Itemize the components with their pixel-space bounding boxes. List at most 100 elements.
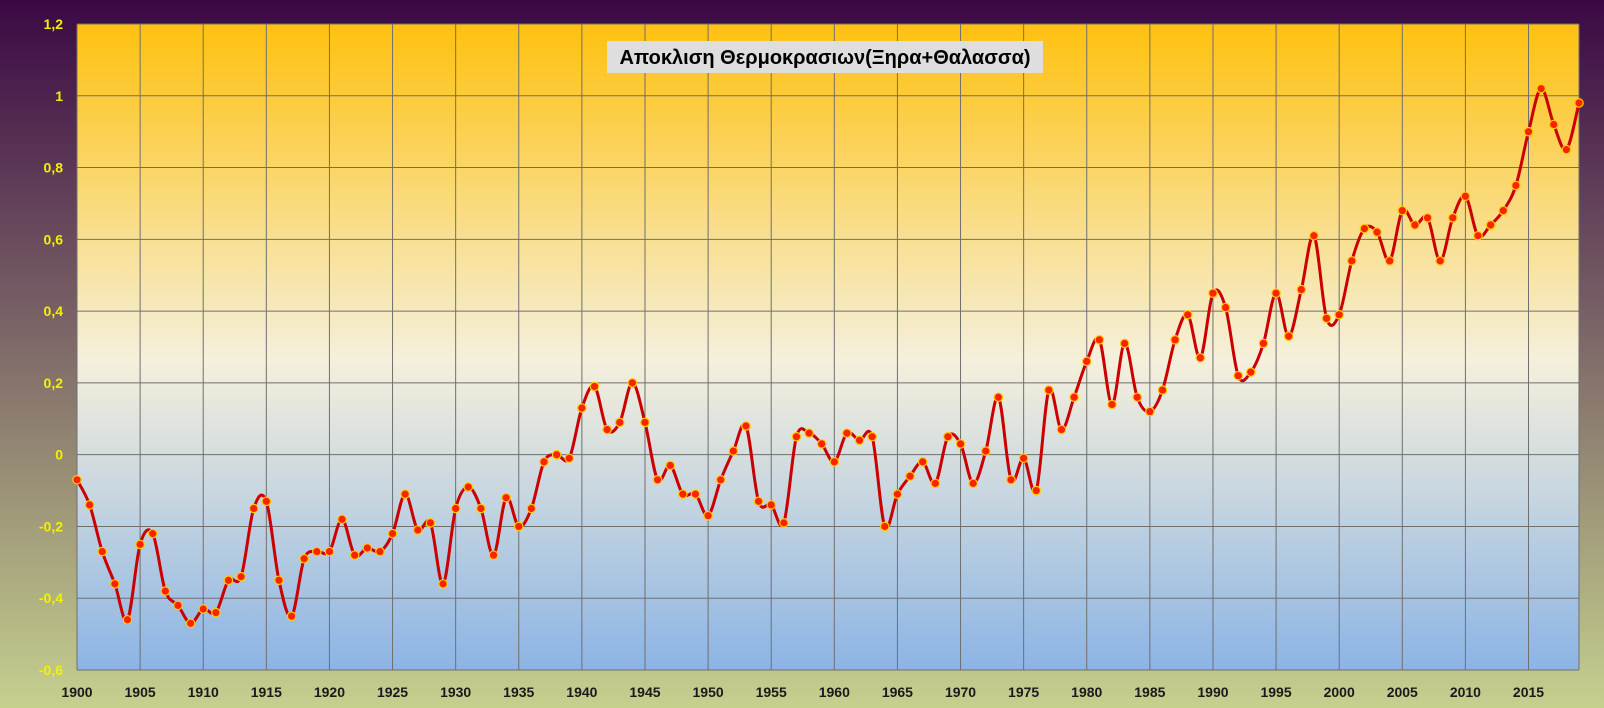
- data-point-1972: [980, 446, 991, 456]
- data-point-1910: [198, 604, 209, 614]
- data-point-2014: [1511, 180, 1521, 191]
- data-point-1980: [1081, 356, 1092, 367]
- data-point-1973: [993, 392, 1004, 403]
- data-point-1921: [337, 514, 347, 525]
- data-point-1902: [97, 546, 108, 557]
- data-point-1934: [501, 492, 511, 503]
- title-box: [607, 41, 1043, 73]
- data-point-1908: [173, 600, 183, 611]
- data-point-1983: [1119, 338, 1130, 349]
- data-point-1930: [450, 503, 461, 514]
- y-tick-label: 0,6: [44, 231, 64, 247]
- data-point-1960: [829, 457, 840, 467]
- y-tick-label: 1,2: [44, 16, 64, 32]
- x-tick-label: 1970: [945, 684, 976, 700]
- data-point-1911: [211, 607, 221, 618]
- data-point-1966: [905, 471, 915, 481]
- data-point-1940: [577, 403, 587, 413]
- x-tick-label: 1965: [882, 684, 913, 700]
- data-point-2007: [1422, 213, 1433, 223]
- x-axis-ticks: 1900 1905 1910 1915 1920 1925 1930 1935 1940 1945…: [61, 684, 1544, 700]
- data-point-2004: [1384, 256, 1395, 266]
- x-tick-label: 1950: [693, 684, 724, 700]
- data-point-1929: [438, 579, 448, 589]
- x-tick-label: 1985: [1134, 684, 1165, 700]
- x-tick-label: 1995: [1260, 684, 1291, 700]
- data-point-1976: [1031, 485, 1042, 496]
- data-point-1953: [741, 421, 751, 431]
- data-point-1936: [526, 503, 537, 514]
- data-point-1977: [1044, 385, 1054, 395]
- data-point-2016: [1536, 83, 1546, 94]
- data-point-1939: [564, 453, 575, 464]
- data-point-1951: [715, 474, 726, 485]
- x-tick-label: 1930: [440, 684, 471, 700]
- data-point-1990: [1208, 288, 1218, 298]
- data-point-1996: [1283, 331, 1294, 342]
- y-tick-label: 0,8: [44, 160, 64, 176]
- data-point-2015: [1523, 126, 1534, 137]
- data-point-1995: [1271, 288, 1281, 298]
- y-tick-label: 0,2: [44, 375, 64, 391]
- data-point-1922: [349, 550, 360, 560]
- data-point-1942: [602, 424, 612, 435]
- x-tick-label: 1900: [61, 684, 92, 700]
- y-tick-label: -0,6: [39, 662, 63, 678]
- data-point-1945: [640, 417, 650, 428]
- data-point-1909: [185, 618, 196, 629]
- grid-lines: [76, 23, 1580, 671]
- x-tick-label: 1910: [188, 684, 219, 700]
- data-point-1975: [1018, 453, 1029, 464]
- data-point-1904: [122, 614, 133, 625]
- chart-title: Αποκλιση Θερμοκρασιων(Ξηρα+Θαλασσα): [607, 41, 1043, 73]
- data-point-1992: [1233, 370, 1244, 381]
- chart-title-text: Αποκλιση Θερμοκρασιων(Ξηρα+Θαλασσα): [619, 47, 1030, 69]
- data-point-2011: [1473, 230, 1483, 241]
- data-point-1998: [1309, 230, 1319, 241]
- data-point-1994: [1258, 338, 1269, 349]
- data-point-1907: [160, 586, 171, 596]
- data-point-1944: [627, 378, 638, 388]
- data-point-1924: [375, 546, 385, 557]
- data-point-1979: [1069, 392, 1079, 403]
- data-point-1967: [917, 457, 928, 467]
- data-point-1931: [463, 482, 474, 492]
- data-point-1956: [779, 518, 789, 528]
- data-point-1943: [614, 417, 625, 428]
- plot-area: [77, 24, 1579, 670]
- data-point-1937: [539, 457, 549, 467]
- x-tick-label: 2010: [1450, 684, 1481, 700]
- x-tick-label: 1940: [566, 684, 597, 700]
- x-tick-label: 1975: [1008, 684, 1039, 700]
- x-tick-label: 2000: [1324, 684, 1355, 700]
- x-tick-label: 2015: [1513, 684, 1544, 700]
- x-tick-label: 1960: [819, 684, 850, 700]
- data-point-2008: [1435, 256, 1445, 266]
- data-point-1935: [513, 521, 524, 532]
- data-point-1915: [261, 496, 272, 507]
- x-tick-label: 1905: [125, 684, 156, 700]
- data-point-1900: [72, 474, 82, 485]
- data-point-1926: [400, 489, 410, 499]
- x-tick-label: 1935: [503, 684, 534, 700]
- data-point-1962: [854, 435, 865, 446]
- data-point-1968: [930, 478, 941, 489]
- x-tick-label: 1925: [377, 684, 408, 700]
- data-point-1971: [968, 478, 978, 489]
- data-point-1912: [223, 575, 234, 586]
- data-point-1952: [728, 446, 739, 456]
- data-point-1918: [299, 553, 309, 564]
- data-point-1984: [1132, 392, 1143, 403]
- data-point-1961: [842, 428, 852, 438]
- data-point-2013: [1498, 205, 1509, 216]
- y-tick-label: -0,2: [39, 518, 63, 534]
- data-point-1981: [1094, 335, 1105, 345]
- data-point-1982: [1107, 399, 1117, 410]
- data-point-1941: [589, 381, 600, 392]
- data-markers: [72, 83, 1584, 629]
- data-point-1938: [551, 449, 562, 460]
- data-point-1933: [488, 550, 499, 560]
- data-point-1947: [665, 460, 676, 471]
